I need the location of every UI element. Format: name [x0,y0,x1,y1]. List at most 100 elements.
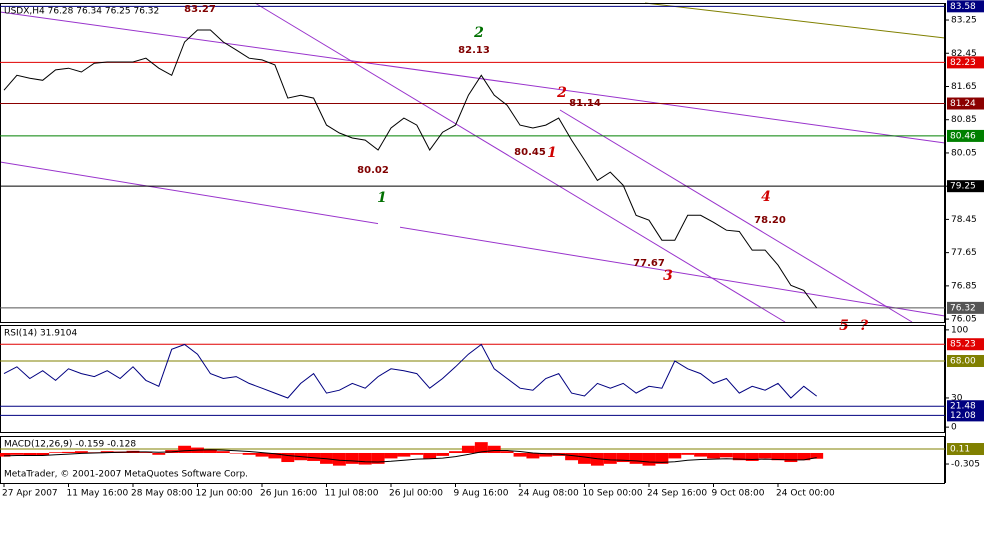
histogram-bar [384,452,398,459]
price-label: 82.13 [458,45,490,56]
histogram-bar [74,451,88,453]
trend-line [0,11,946,144]
x-tick-label: 27 Apr 2007 [2,489,58,499]
histogram-bar [449,451,462,453]
wave-label: 4 [761,189,771,205]
histogram-bar [23,452,37,456]
series-line [3,449,817,463]
histogram-bar [732,452,746,461]
histogram-bar [719,452,733,458]
price-label: 81.14 [569,98,601,109]
histogram-bar [694,452,708,457]
level-label-bg [947,409,984,422]
y-tick-label: 0 [951,423,957,433]
x-tick-label: 9 Aug 16:00 [454,489,509,499]
level-label-bg [947,0,984,13]
histogram-bar [178,445,192,453]
histogram-bar [603,452,617,464]
histogram-bar [474,442,488,453]
level-label-bg [947,97,984,110]
level-label: 83.58 [950,2,976,12]
trend-lines [0,2,946,323]
histogram-bar [784,452,798,463]
label-mask [378,212,400,232]
histogram-bar [487,445,501,453]
x-tick-label: 12 Jun 00:00 [196,489,253,499]
x-tick-label: 24 Oct 00:00 [776,489,835,499]
price-label: 80.45 [514,147,546,158]
y-tick-label: 82.45 [951,49,977,59]
y-tick-label: 76.05 [951,315,977,325]
price-label: 78.20 [754,215,786,226]
histogram-bar [797,452,811,461]
level-label: 82.23 [950,58,976,68]
pane-title: USDX,H4 76.28 76.34 76.25 76.32 [4,7,159,17]
x-tick-label: 11 Jul 08:00 [325,489,379,499]
wave-label: 2 [473,25,484,41]
histogram-bar [36,452,50,456]
histogram-bar [745,452,759,461]
histogram-bar [642,452,656,466]
histogram-bar [707,452,720,459]
histogram-bar [590,452,604,466]
histogram-bar [332,452,346,466]
price-label: 77.67 [633,258,665,269]
histogram-bar [681,452,695,455]
level-label-bg [947,129,984,142]
histogram-bar [100,451,114,453]
copyright: MetaTrader, © 2001-2007 MetaQuotes Softw… [4,470,248,480]
x-tick-label: 9 Oct 08:00 [712,489,765,499]
trend-line [254,2,786,323]
histogram-bar [655,452,669,464]
series-line [3,343,818,399]
histogram-bar [203,449,217,453]
histogram-bar [629,452,643,464]
y-tick-label: 76.85 [951,281,977,291]
histogram-bar [810,452,824,459]
histogram-bar [410,452,424,455]
histogram-bar [62,451,75,453]
histogram-bar [771,452,785,461]
wave-label: 2 [556,85,567,101]
y-tick-label: 80.05 [951,148,977,158]
histogram-bar [229,452,243,454]
pane-title: MACD(12,26,9) -0.159 -0.128 [4,440,136,450]
histogram-bar [242,452,256,455]
level-label-bg [947,400,984,413]
y-tick-label: 80.85 [951,115,977,125]
histogram-bar [461,445,475,453]
y-tick-label: 78.45 [951,215,977,225]
histogram-bar [423,452,437,459]
histogram-bar [668,452,682,459]
level-label: 79.25 [950,182,976,192]
histogram-bar [371,452,385,464]
wave-label: 3 [663,268,673,284]
price-label: 80.02 [357,165,389,176]
x-tick-label: 26 Jul 00:00 [389,489,443,499]
histogram-bar [281,452,295,463]
y-tick-label: 77.65 [951,248,977,258]
histogram-bar [578,452,591,464]
histogram-bar [216,451,230,453]
pane-frame [0,325,945,433]
series-line [3,29,818,309]
level-label: 80.46 [950,131,976,141]
level-label: 21.48 [950,402,976,412]
y-tick-label: 100 [951,325,968,335]
histogram-bar [565,452,579,461]
x-tick-label: 28 May 08:00 [131,489,193,499]
trend-line [559,109,913,323]
histogram-bar [152,452,166,455]
level-label: 68.00 [950,356,976,366]
level-label: 85.23 [950,340,976,350]
y-tick-label: 30 [951,393,963,403]
x-tick-label: 24 Aug 08:00 [518,489,579,499]
histogram-bar [307,452,321,461]
wave-label: 1 [377,190,387,206]
histogram-bar [49,452,63,453]
x-tick-label: 10 Sep 00:00 [583,489,643,499]
level-label-bg [947,338,984,351]
y-tick-label: 83.25 [951,16,977,26]
histogram-bar [255,452,269,457]
